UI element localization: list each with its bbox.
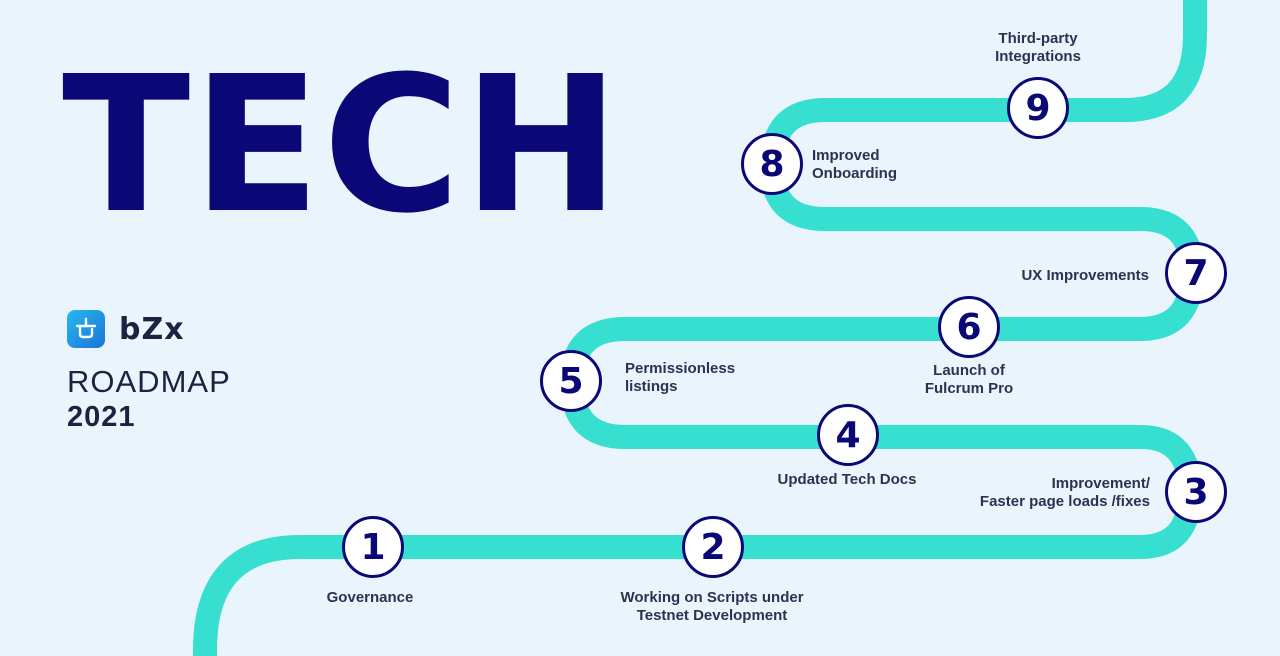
milestone-label-9: Third-party Integrations (995, 30, 1081, 65)
milestone-label-7: UX Improvements (1021, 267, 1149, 284)
milestone-node-9: 9 (1007, 77, 1069, 139)
milestone-label-6: Launch of Fulcrum Pro (924, 362, 1014, 397)
milestone-label-4: Updated Tech Docs (777, 471, 917, 488)
milestone-node-3: 3 (1165, 461, 1227, 523)
milestone-label-1: Governance (326, 589, 414, 606)
milestone-label-2: Working on Scripts under Testnet Developm… (620, 589, 804, 624)
page-title: TECH (62, 36, 622, 255)
milestone-node-4: 4 (817, 404, 879, 466)
milestone-node-8: 8 (741, 133, 803, 195)
subtitle-year: 2021 (67, 401, 136, 433)
milestone-node-2: 2 (682, 516, 744, 578)
milestone-label-5: Permissionless listings (625, 360, 736, 395)
milestone-node-7: 7 (1165, 242, 1227, 304)
milestone-node-1: 1 (342, 516, 404, 578)
brand: bZx (67, 310, 185, 348)
milestone-node-5: 5 (540, 350, 602, 412)
milestone-label-8: Improved Onboarding (812, 147, 897, 182)
milestone-label-3: Improvement/Faster page loads /fixes (979, 475, 1150, 510)
subtitle-roadmap: ROADMAP (67, 364, 231, 399)
milestone-node-6: 6 (938, 296, 1000, 358)
brand-name: bZx (119, 311, 185, 347)
road-path (193, 0, 1207, 656)
bzx-logo-icon (67, 310, 105, 348)
